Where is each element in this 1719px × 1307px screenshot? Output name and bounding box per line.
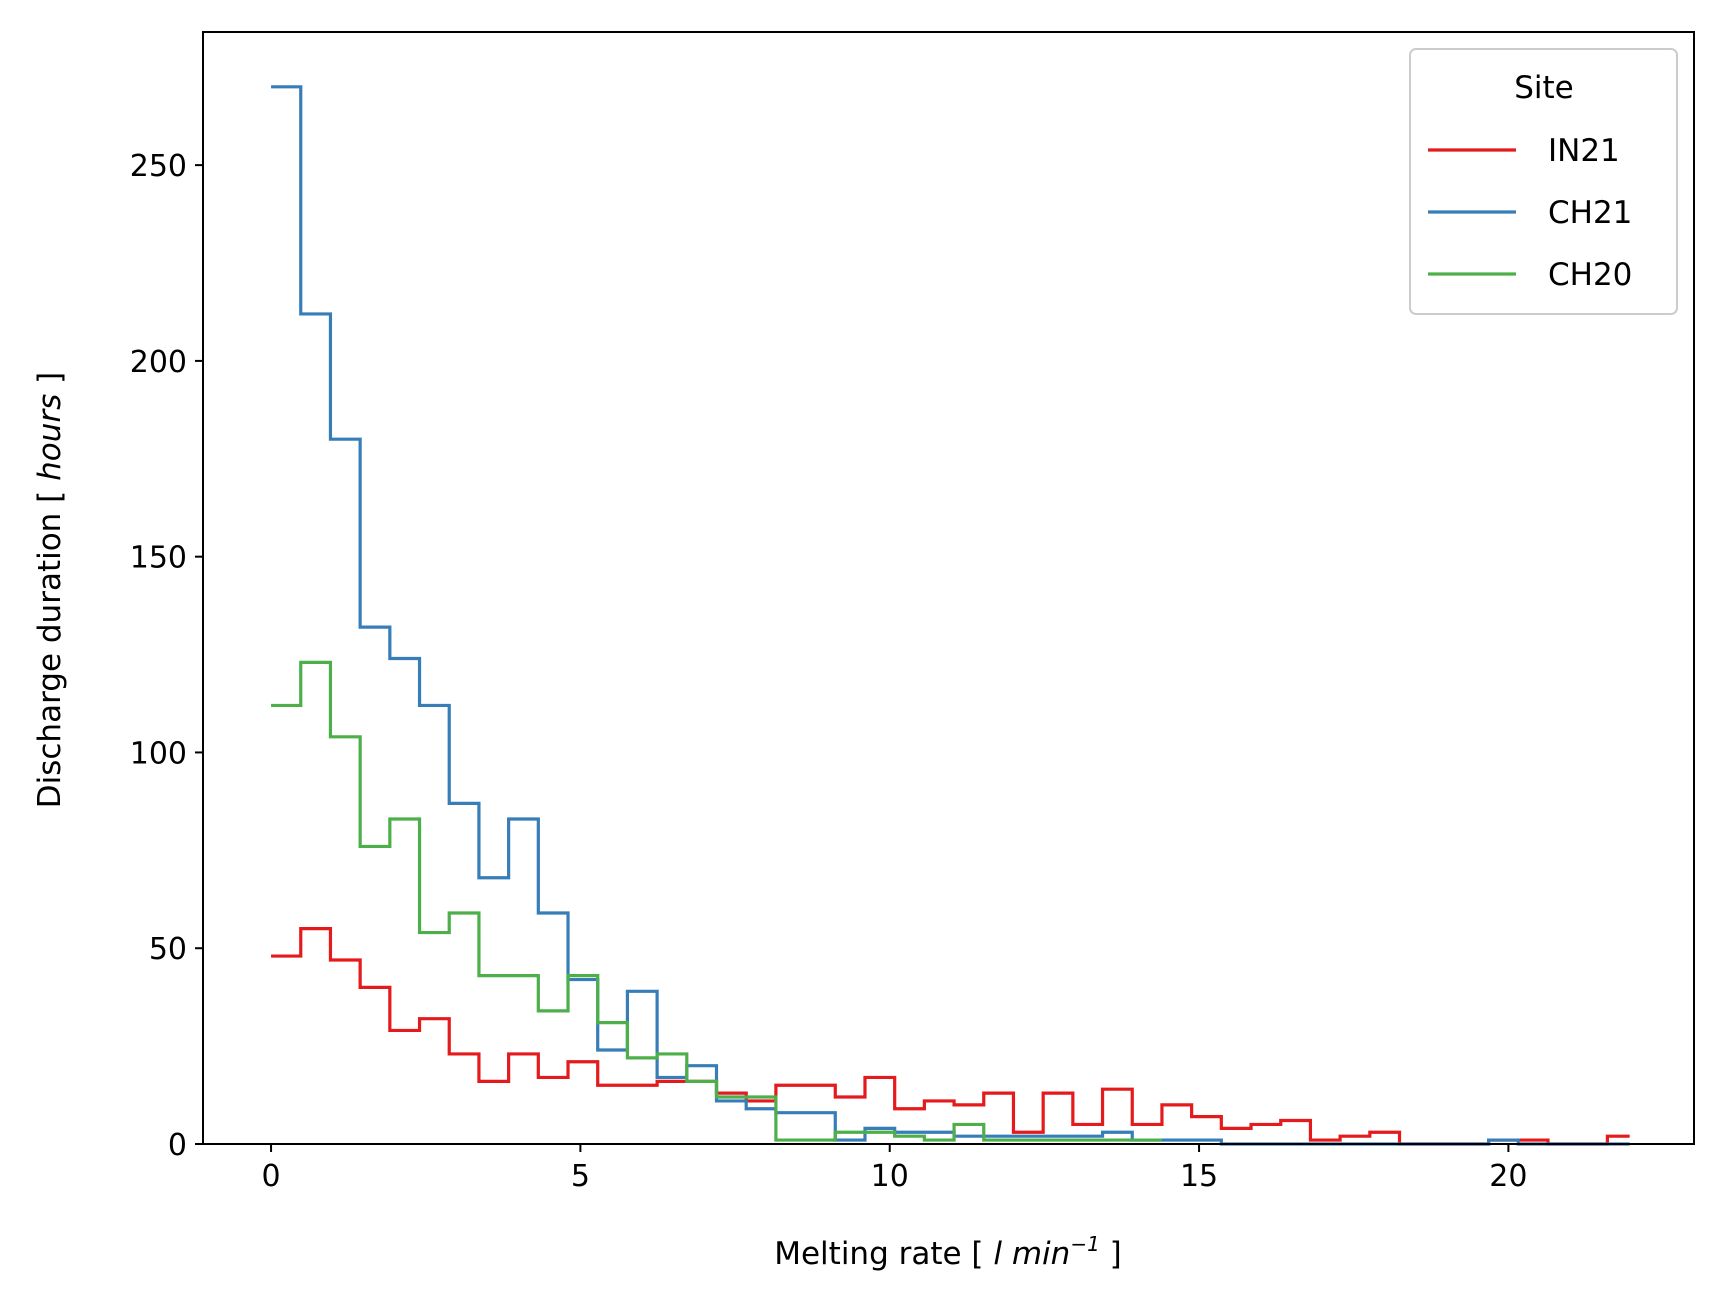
y-tick-label: 200: [130, 345, 187, 380]
legend-label-ch20: CH20: [1548, 257, 1632, 293]
x-tick-label: 20: [1489, 1159, 1527, 1194]
legend-label-in21: IN21: [1548, 133, 1620, 169]
x-axis-label: Melting rate [ l min−1 ]: [774, 1232, 1122, 1272]
x-tick-label: 5: [571, 1159, 590, 1194]
y-axis-ticks: 0 50 100 150 200 250: [130, 149, 203, 1163]
y-tick-label: 50: [149, 932, 187, 967]
y-tick-label: 0: [168, 1128, 187, 1163]
x-axis-ticks: 0 5 10 15 20: [262, 1144, 1527, 1194]
x-tick-label: 0: [262, 1159, 281, 1194]
legend-entries: IN21 CH21 CH20: [1428, 133, 1632, 293]
x-tick-label: 15: [1180, 1159, 1218, 1194]
legend-title: Site: [1514, 70, 1574, 106]
y-axis-label: Discharge duration [ hours ]: [32, 372, 68, 809]
y-tick-label: 100: [130, 736, 187, 771]
legend-box: [1409, 48, 1678, 315]
series-line-ch20: [271, 660, 1162, 1142]
x-tick-label: 10: [871, 1159, 909, 1194]
legend: Site IN21 CH21 CH20: [1409, 48, 1678, 315]
y-tick-label: 250: [130, 149, 187, 184]
plot-frame: [202, 31, 1695, 1145]
legend-label-ch21: CH21: [1548, 195, 1632, 231]
y-tick-label: 150: [130, 541, 187, 576]
series-line-in21: [271, 927, 1630, 1146]
